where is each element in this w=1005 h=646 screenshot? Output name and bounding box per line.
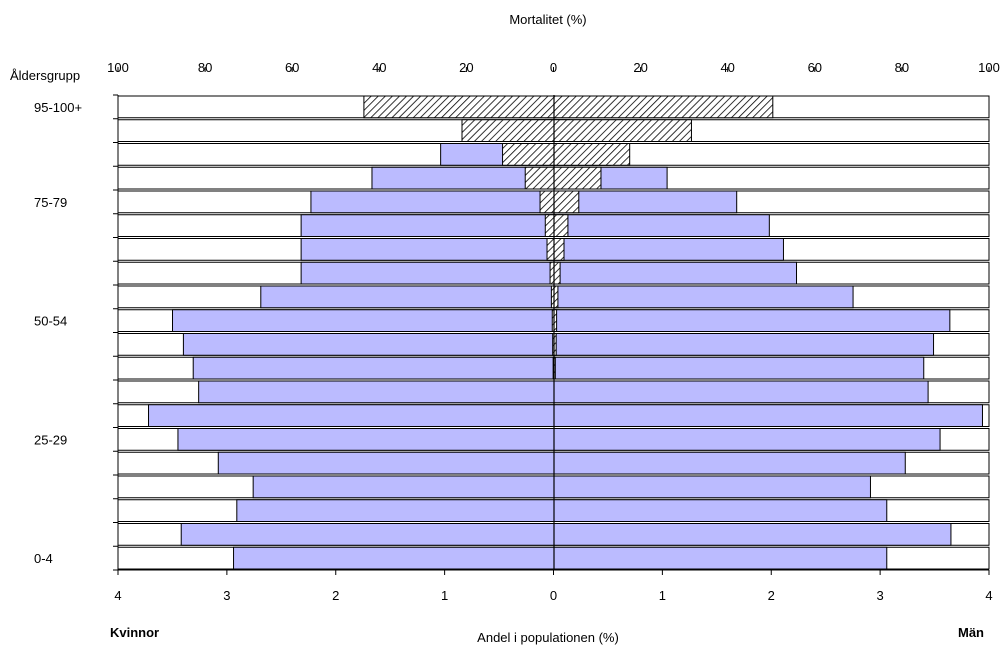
bar-man-30-34 — [553, 404, 983, 427]
bar-kvinnor-75-79 — [310, 190, 555, 214]
top-tick-label: 60 — [808, 60, 822, 75]
bottom-tick-label: 4 — [985, 588, 992, 603]
bottom-tick-label: 3 — [223, 588, 230, 603]
top-tick-label: 60 — [285, 60, 299, 75]
bar-kvinnor-30-34 — [148, 404, 555, 427]
bar-kvinnor-25-29 — [177, 428, 555, 451]
bar-man-25-29 — [553, 428, 941, 451]
bar-man-75-79 — [553, 190, 738, 214]
mortality-kvinnor-85-89 — [502, 143, 555, 166]
age-label-75-79: 75-79 — [34, 195, 67, 210]
axes: 4 3 2 1 0 1 2 3 4 100 80 60 40 20 0 20 40 60 80 100 — [107, 60, 1000, 603]
top-tick-label: 100 — [978, 60, 1000, 75]
mortality-man-90-94 — [553, 119, 692, 142]
bottom-tick-label: 3 — [877, 588, 884, 603]
bar-man-45-49 — [553, 333, 935, 356]
bar-man-50-54 — [553, 309, 951, 332]
top-tick-label: 20 — [459, 60, 473, 75]
bottom-tick-label: 1 — [659, 588, 666, 603]
bar-man-0-4 — [553, 546, 888, 570]
bar-man-20-24 — [553, 451, 906, 475]
bar-kvinnor-20-24 — [217, 451, 555, 475]
mortality-man-85-89 — [553, 143, 631, 166]
mortality-kvinnor-65-69 — [546, 238, 555, 261]
bar-kvinnor-45-49 — [182, 333, 555, 356]
bar-man-15-19 — [553, 475, 871, 499]
mortality-man-95-100+ — [553, 95, 774, 119]
population-bars — [148, 95, 983, 570]
bar-kvinnor-15-19 — [252, 475, 555, 499]
top-tick-label: 80 — [198, 60, 212, 75]
bar-kvinnor-50-54 — [172, 309, 555, 332]
mortality-bars — [363, 95, 774, 380]
bar-kvinnor-55-59 — [260, 285, 555, 309]
top-tick-label: 0 — [550, 60, 557, 75]
bar-kvinnor-35-39 — [198, 380, 555, 404]
bar-man-55-59 — [553, 285, 854, 309]
mortality-kvinnor-90-94 — [461, 119, 555, 142]
mortality-man-70-74 — [553, 214, 569, 237]
mortality-man-65-69 — [553, 238, 565, 261]
mortality-kvinnor-95-100+ — [363, 95, 555, 119]
age-label-25-29: 25-29 — [34, 432, 67, 447]
mortality-man-75-79 — [553, 190, 580, 214]
bar-kvinnor-70-74 — [300, 214, 555, 237]
bottom-tick-label: 1 — [441, 588, 448, 603]
top-tick-label: 40 — [720, 60, 734, 75]
bar-man-40-44 — [553, 356, 925, 380]
bar-kvinnor-40-44 — [192, 356, 555, 380]
mortality-kvinnor-75-79 — [539, 190, 555, 214]
top-axis-title: Mortalitet (%) — [509, 12, 586, 27]
bar-kvinnor-60-64 — [300, 261, 555, 285]
age-label-0-4: 0-4 — [34, 551, 53, 566]
top-tick-label: 40 — [372, 60, 386, 75]
bar-man-70-74 — [553, 214, 770, 237]
age-label-50-54: 50-54 — [34, 314, 67, 329]
bar-kvinnor-0-4 — [233, 546, 555, 570]
mortality-man-80-84 — [553, 166, 602, 190]
bar-kvinnor-10-14 — [236, 499, 555, 522]
bottom-tick-label: 0 — [550, 588, 557, 603]
age-label-95-100+: 95-100+ — [34, 100, 82, 115]
age-group-labels: 0-4 25-29 50-54 75-79 95-100+ — [34, 100, 82, 566]
bar-man-10-14 — [553, 499, 888, 522]
bottom-axis-title: Andel i populationen (%) — [477, 630, 619, 645]
bar-man-5-9 — [553, 523, 952, 546]
bottom-tick-label: 2 — [768, 588, 775, 603]
bar-man-65-69 — [553, 238, 784, 261]
bottom-tick-label: 2 — [332, 588, 339, 603]
bar-kvinnor-5-9 — [180, 523, 555, 546]
top-tick-label: 100 — [107, 60, 129, 75]
top-tick-label: 80 — [895, 60, 909, 75]
men-label: Män — [958, 625, 984, 640]
bar-kvinnor-65-69 — [300, 238, 555, 261]
bottom-tick-label: 4 — [114, 588, 121, 603]
mortality-kvinnor-70-74 — [544, 214, 555, 237]
mortality-kvinnor-80-84 — [524, 166, 555, 190]
bar-man-35-39 — [553, 380, 929, 404]
y-axis-title: Åldersgrupp — [10, 68, 80, 83]
women-label: Kvinnor — [110, 625, 159, 640]
bar-man-60-64 — [553, 261, 798, 285]
top-tick-label: 20 — [633, 60, 647, 75]
mortality-man-60-64 — [553, 261, 561, 285]
